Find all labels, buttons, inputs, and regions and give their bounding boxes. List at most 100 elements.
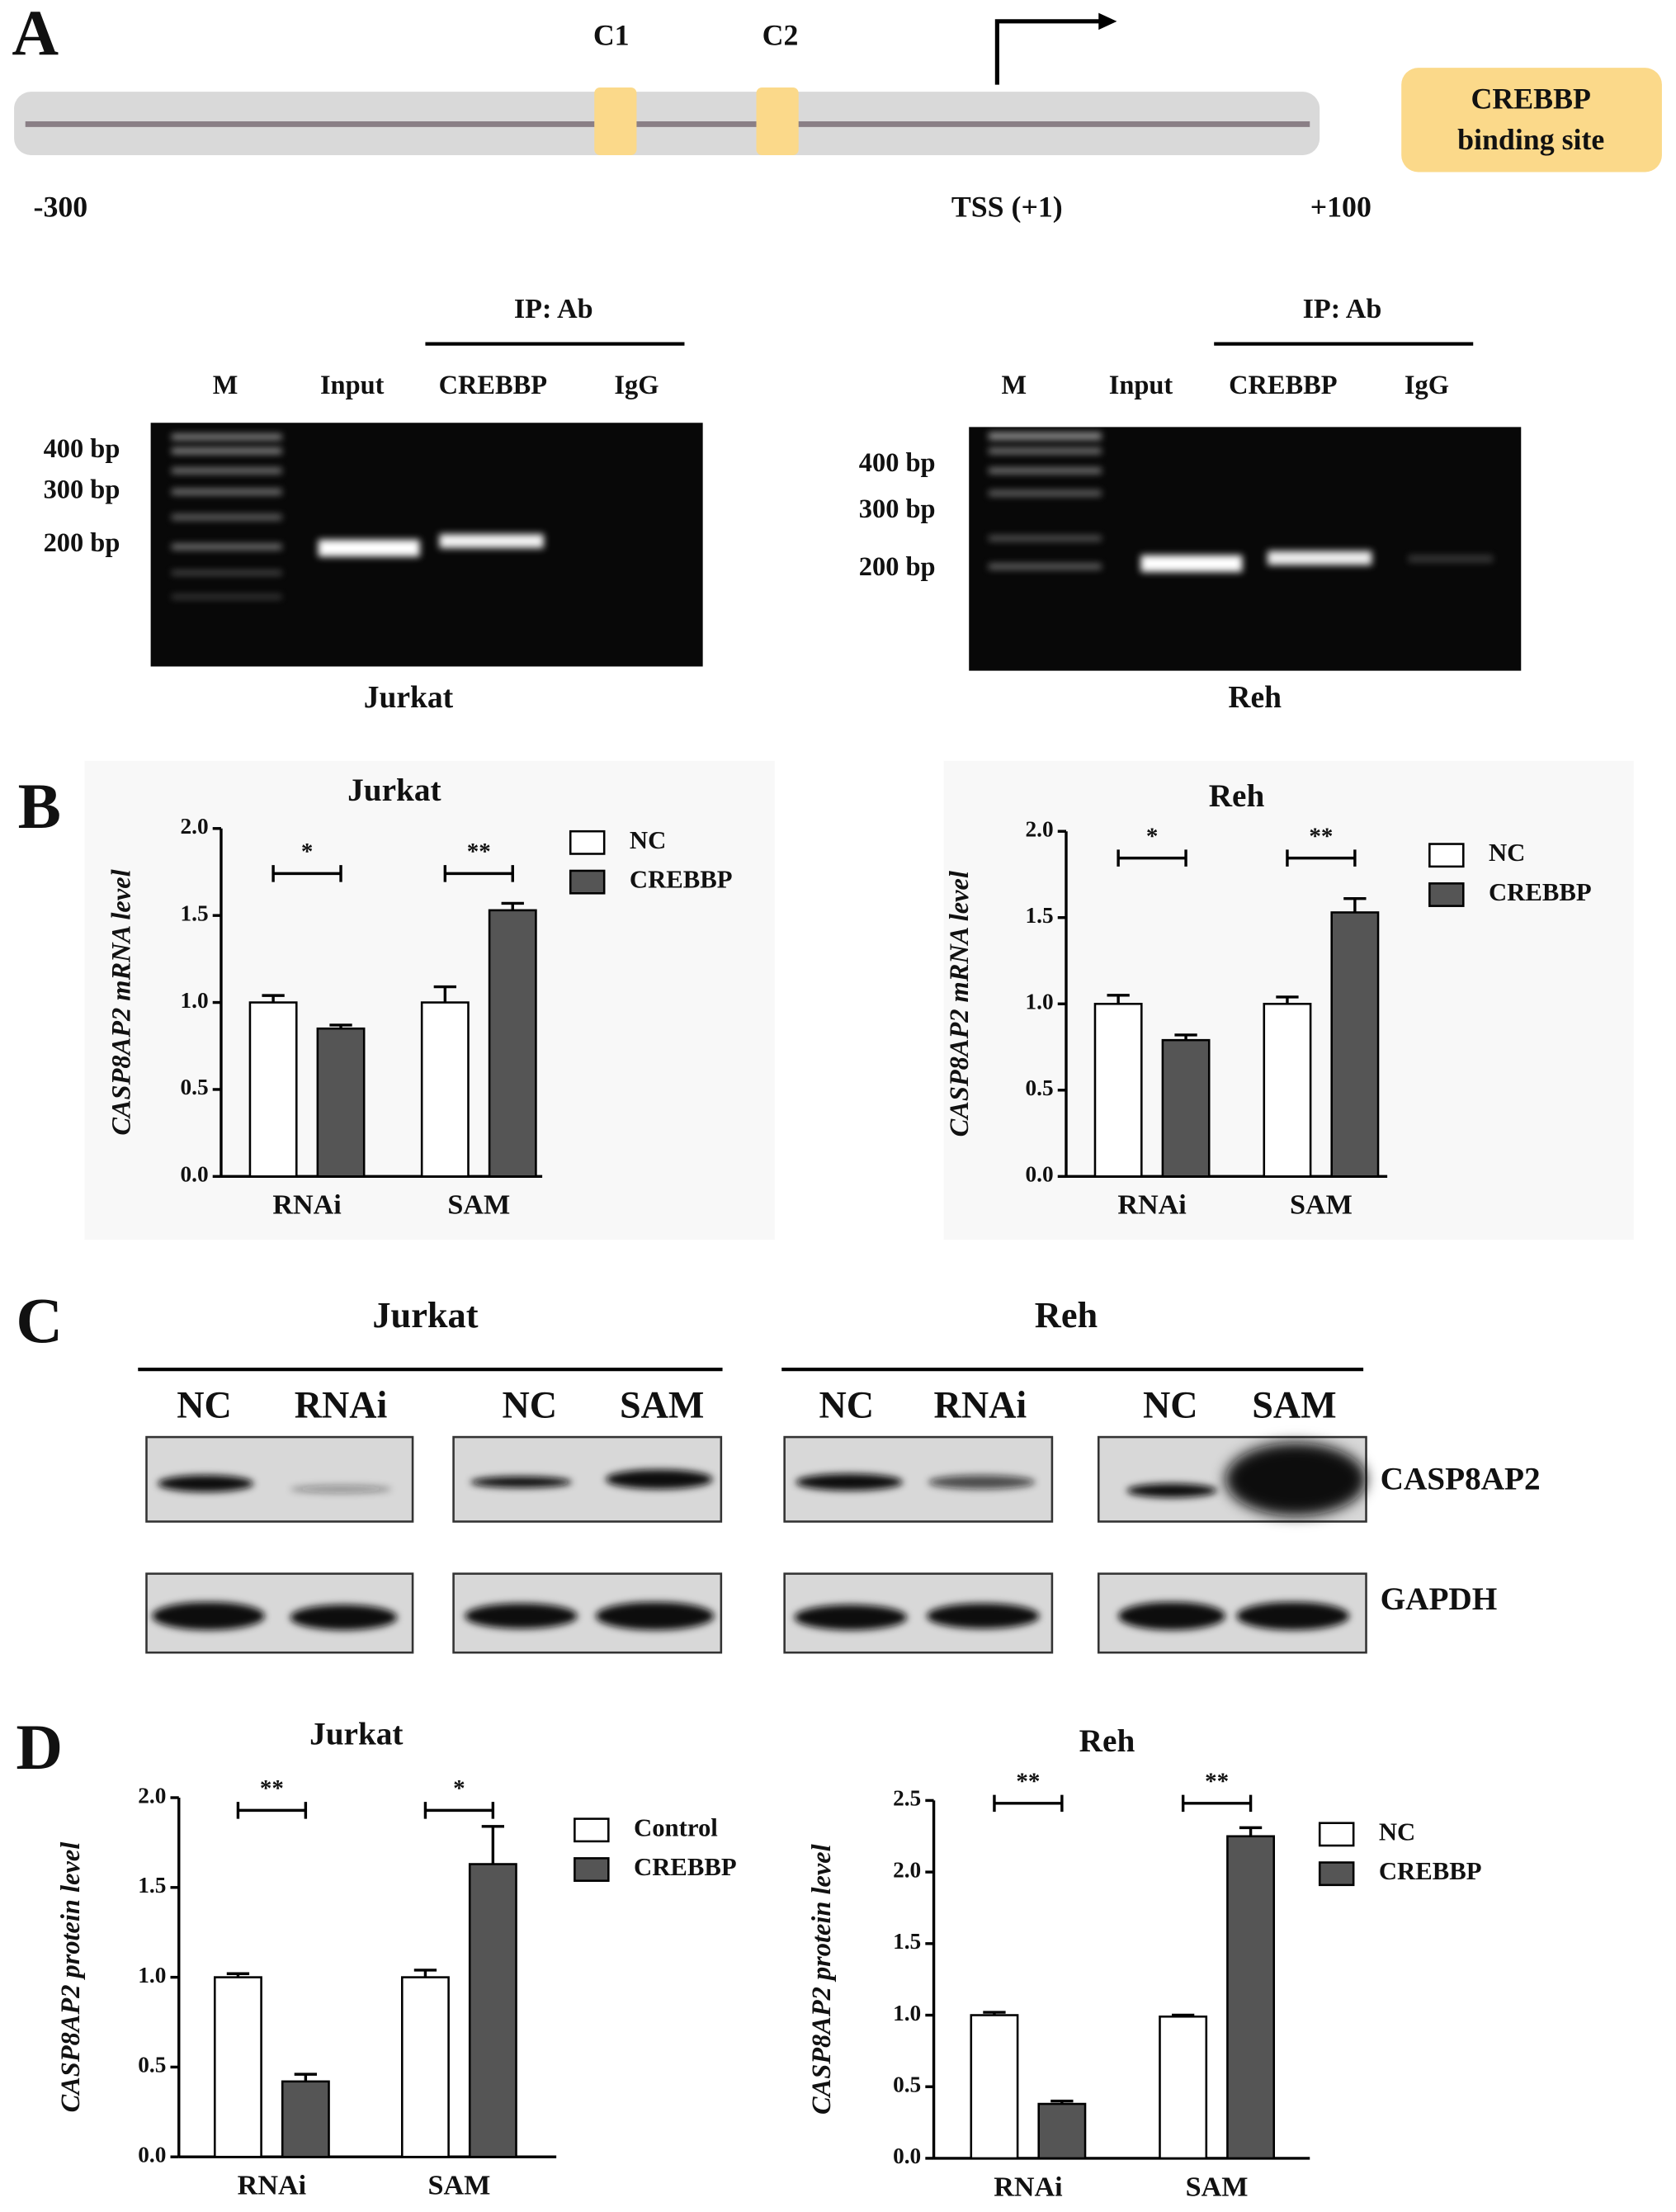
marker-label: 300 bp [44,475,120,504]
marker-label: 300 bp [859,494,936,524]
lane-label: IgG [614,371,659,400]
y-tick-label: 0.0 [180,1162,208,1187]
marker-label: 200 bp [44,528,120,558]
y-tick-label: 0.0 [893,2143,921,2168]
legend-swatch [1318,1822,1355,1847]
legend-swatch [1318,1861,1355,1887]
lane-label: IgG [1405,371,1449,400]
x-tick-label: RNAi [994,2172,1062,2202]
legend-box [1401,68,1662,173]
lane-label: RNAi [295,1384,388,1426]
y-tick-label: 2.5 [893,1786,921,1811]
lane-label: Input [1109,371,1173,400]
bar [1161,1038,1211,1178]
legend-swatch [569,830,606,855]
bar [1037,2102,1087,2160]
x-tick-label: SAM [427,2171,490,2201]
y-tick-label: 0.5 [180,1075,208,1099]
legend-swatch [1428,882,1465,907]
y-tick-label: 1.5 [1026,903,1054,928]
panel-label: C [16,1284,63,1356]
legend-label: CREBBP [630,866,733,894]
chart-title: Jurkat [347,773,441,808]
y-tick-label: 0.5 [138,2053,166,2077]
lane-label: CREBBP [1229,371,1337,400]
legend-label: NC [1379,1817,1415,1846]
significance-bracket [236,1802,308,1819]
significance-bracket [1181,1794,1253,1813]
panel-label: B [18,770,61,842]
legend-label: CREBBP [1379,1857,1482,1885]
gel-caption: Reh [1228,681,1282,715]
protein-label: CASP8AP2 [1381,1462,1541,1497]
lane-label: NC [1143,1384,1198,1426]
y-axis-label: CASP8AP2 mRNA level [107,869,137,1135]
bar [1159,2015,1208,2160]
panel-label: A [12,0,59,69]
y-axis-label: CASP8AP2 protein level [56,1842,86,2113]
bar [970,2014,1019,2160]
legend-label: CREBBP [1489,878,1592,906]
significance-bracket [443,865,514,882]
significance-label: * [1146,823,1159,849]
bar [1263,1002,1312,1178]
chart-title: Jurkat [309,1717,403,1752]
bar [488,909,537,1178]
lane-label: NC [177,1384,232,1426]
lane-label: M [213,371,238,400]
ip-label: IP: Ab [1303,294,1382,324]
significance-label: ** [260,1775,284,1802]
bar [316,1027,366,1178]
lane-label: NC [819,1384,874,1426]
bar [213,1976,262,2158]
blot-bands [152,1442,1367,1630]
position-label: +100 [1310,191,1371,224]
gel-bands [172,432,1494,599]
y-tick-label: 1.5 [180,900,208,925]
significance-bracket [1286,849,1357,867]
legend-swatch [1428,843,1465,868]
significance-label: ** [1205,1769,1229,1795]
bar [281,2080,330,2158]
legend-text: CREBBP [1471,82,1591,115]
lane-label: SAM [1252,1384,1336,1426]
lane-label: NC [502,1384,557,1426]
legend-swatch [574,1817,610,1843]
x-tick-label: SAM [447,1190,510,1221]
y-tick-label: 1.0 [138,1963,166,1987]
site-label: C2 [762,19,799,52]
lane-label: M [1002,371,1027,400]
marker-label: 400 bp [44,434,120,464]
tss-arrow [994,19,1106,85]
lane-label: Input [320,371,385,400]
bar [400,1976,450,2158]
cell-line: Jurkat [372,1294,478,1335]
marker-label: 400 bp [859,448,936,478]
marker-label: 200 bp [859,552,936,582]
significance-bracket [993,1794,1064,1813]
legend-swatch [574,1857,610,1882]
cell-line: Reh [1035,1294,1098,1335]
tss-arrowhead [1098,12,1117,31]
x-tick-label: RNAi [1117,1190,1186,1221]
panel-label: D [16,1711,63,1783]
significance-label: ** [1309,823,1333,849]
ip-label: IP: Ab [514,294,593,324]
y-tick-label: 2.0 [893,1857,921,1882]
position-label: TSS (+1) [951,191,1063,224]
position-label: -300 [34,191,88,224]
site-box [756,87,799,155]
bar [1330,911,1380,1178]
protein-label: GAPDH [1381,1581,1498,1617]
lane-label: SAM [620,1384,704,1426]
y-tick-label: 2.0 [138,1783,166,1808]
y-tick-label: 0.5 [893,2072,921,2096]
significance-label: ** [1016,1769,1040,1795]
y-tick-label: 1.0 [180,988,208,1013]
significance-bracket [423,1802,495,1819]
chart-title: Reh [1209,778,1265,814]
significance-label: * [301,839,314,865]
y-tick-label: 1.5 [138,1873,166,1898]
site-label: C1 [593,19,630,52]
bar [248,1001,298,1178]
